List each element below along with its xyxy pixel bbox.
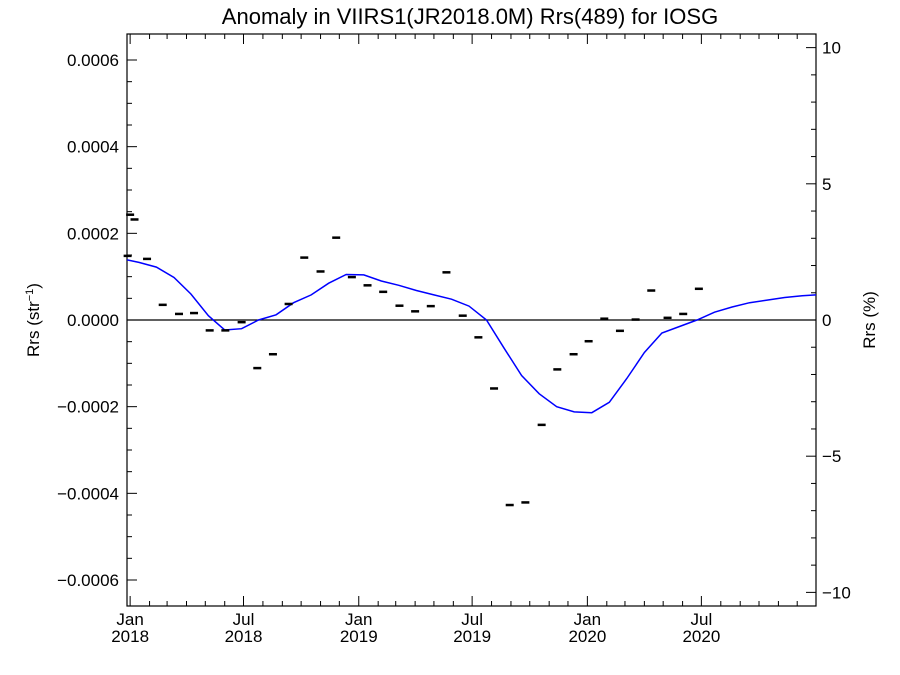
x-tick-year-label: 2018 [111, 627, 149, 646]
right-tick-label: 0 [822, 311, 831, 330]
left-tick-label: 0.0006 [67, 51, 119, 70]
x-tick-month-label: Jul [233, 610, 255, 629]
left-tick-label: −0.0002 [57, 398, 119, 417]
left-tick-label: −0.0004 [57, 484, 119, 503]
left-tick-label: 0.0002 [67, 224, 119, 243]
right-axis: 10 5 0 −5 −10 [806, 39, 851, 602]
right-tick-label: 10 [822, 39, 841, 58]
anomaly-points-series [123, 213, 703, 507]
x-tick-year-label: 2019 [453, 627, 491, 646]
x-tick-year-label: 2018 [225, 627, 263, 646]
y-axis-label-left: Rrs (str−1) [24, 283, 43, 357]
right-tick-label: −10 [822, 583, 851, 602]
right-tick-label: 5 [822, 175, 831, 194]
trend-line [126, 259, 817, 414]
x-tick-month-label: Jul [691, 610, 713, 629]
x-tick-month-label: Jul [461, 610, 483, 629]
x-tick-year-label: 2019 [340, 627, 378, 646]
y-axis-label-right: Rrs (%) [860, 291, 879, 349]
x-tick-month-label: Jan [345, 610, 372, 629]
left-tick-label: −0.0006 [57, 571, 119, 590]
x-tick-year-label: 2020 [682, 627, 720, 646]
x-tick-year-label: 2020 [568, 627, 606, 646]
left-tick-label: 0.0000 [67, 311, 119, 330]
x-tick-month-label: Jan [116, 610, 143, 629]
chart-title: Anomaly in VIIRS1(JR2018.0M) Rrs(489) fo… [222, 4, 718, 29]
left-axis: 0.0006 0.0004 0.0002 0.0000 −0.0002 −0.0004 −0… [57, 51, 137, 590]
x-tick-month-label: Jan [574, 610, 601, 629]
trend-line-series [126, 259, 817, 414]
right-tick-label: −5 [822, 447, 841, 466]
left-tick-label: 0.0004 [67, 138, 119, 157]
x-axis: Jan2018Jul2018Jan2019Jul2019Jan2020Jul20… [111, 34, 798, 646]
